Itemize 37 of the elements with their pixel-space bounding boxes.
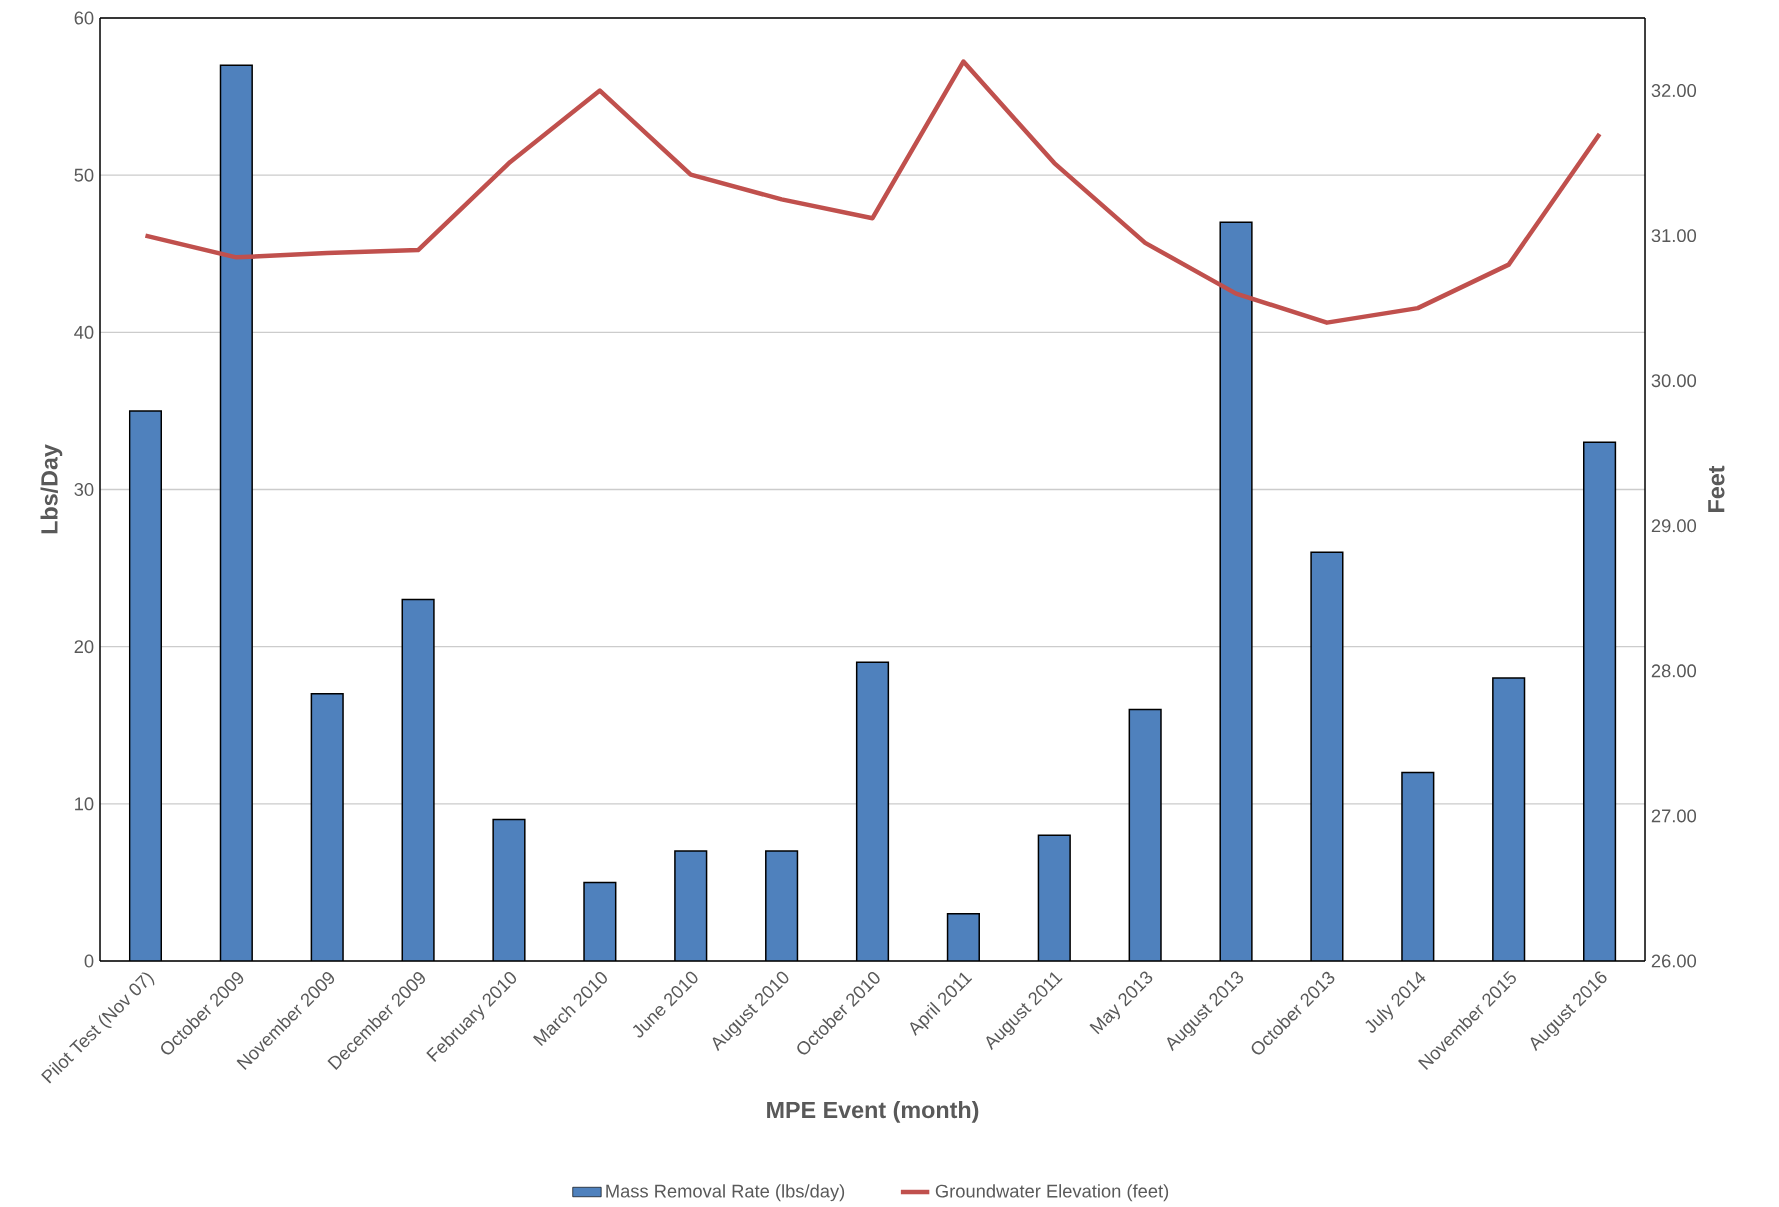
bar <box>674 850 707 961</box>
y-tick-label: 50 <box>74 168 94 182</box>
y-tick-label: 10 <box>75 797 94 811</box>
bar <box>947 913 980 961</box>
y-tick-label: 60 <box>74 11 94 25</box>
y2-axis-title: Feet <box>1708 465 1725 512</box>
y2-tick-label: 29.00 <box>1651 519 1697 533</box>
bar <box>1492 678 1525 961</box>
y-tick-label: 30 <box>74 483 94 496</box>
bar <box>493 819 525 961</box>
y-tick-label: 0 <box>84 954 94 968</box>
bar <box>1129 709 1161 961</box>
y-tick-label: 40 <box>74 325 94 339</box>
bar <box>584 882 616 961</box>
y-tick-label: 20 <box>74 640 94 654</box>
bar <box>1401 772 1434 961</box>
bar <box>856 662 889 961</box>
x-axis-title: MPE Event (month) <box>767 1101 979 1123</box>
bar <box>765 850 798 961</box>
line-series <box>143 59 1602 325</box>
y2-tick-label: 27.00 <box>1651 809 1697 823</box>
y2-tick-label: 31.00 <box>1651 229 1697 243</box>
y2-tick-label: 30.00 <box>1651 374 1697 388</box>
bar <box>1582 441 1617 961</box>
y2-tick-label: 32.00 <box>1651 84 1697 98</box>
bar <box>1038 835 1071 961</box>
bar <box>311 693 344 961</box>
legend-label: Groundwater Elevation (feet) <box>935 1184 1169 1202</box>
y-axis-title: Lbs/Day <box>40 444 63 534</box>
bar <box>220 65 253 961</box>
bar <box>402 599 434 961</box>
bar <box>1220 222 1252 961</box>
y2-tick-label: 26.00 <box>1651 954 1697 968</box>
y2-tick-label: 28.00 <box>1651 664 1697 678</box>
bar <box>1311 552 1343 961</box>
bar <box>129 410 162 961</box>
legend-label: Mass Removal Rate (lbs/day) <box>606 1184 845 1202</box>
